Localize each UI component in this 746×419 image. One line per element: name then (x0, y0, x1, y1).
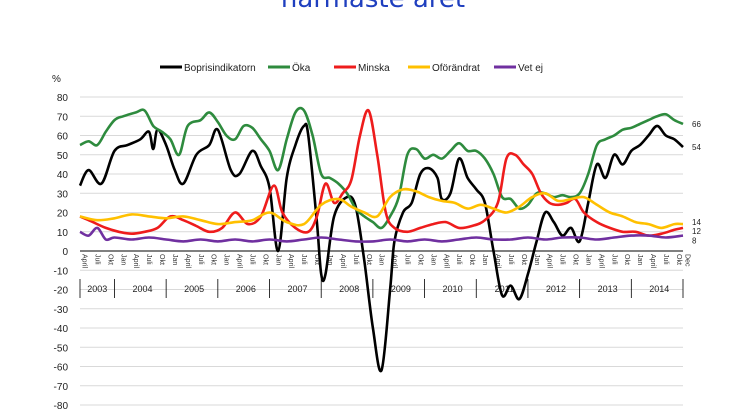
x-tick-label: Juli (610, 254, 617, 265)
x-tick-label: Okt (520, 254, 527, 265)
x-tick-label: Jan (378, 254, 385, 265)
y-tick-label: 50 (57, 151, 69, 162)
year-label: 2005 (184, 284, 204, 294)
x-tick-label: Juli (455, 254, 462, 265)
end-label: 66 (692, 120, 701, 129)
x-tick-label: Okt (623, 254, 630, 265)
y-tick-label: 70 (57, 112, 69, 123)
x-tick-label: April (132, 254, 139, 268)
year-label: 2013 (598, 284, 618, 294)
legend-label: Boprisindikatorn (184, 63, 256, 74)
x-tick-label: Jan (326, 254, 333, 265)
legend-label: Minska (358, 63, 390, 74)
legend-label: Vet ej (518, 63, 543, 74)
series-line-0 (78, 122, 684, 373)
y-tick-label: -80 (54, 401, 69, 412)
legend: Boprisindikatorn Öka Minska Oförändrat Vet e… (160, 62, 543, 74)
year-label: 2012 (546, 284, 566, 294)
series-line-4 (79, 226, 684, 243)
y-tick-label: -70 (54, 382, 69, 393)
x-tick-label: Jan (171, 254, 178, 265)
x-tick-label: Okt (261, 254, 268, 265)
x-tick-label: Juli (507, 254, 514, 265)
y-tick-label: -50 (54, 343, 69, 354)
end-label: 8 (692, 237, 697, 246)
x-tick-label: April (546, 254, 553, 268)
x-tick-label: Jan (274, 254, 281, 265)
end-label: 54 (692, 143, 701, 152)
x-tick-label: Okt (158, 254, 165, 265)
x-tick-label: April (442, 254, 449, 268)
year-label: 2014 (649, 284, 669, 294)
end-label: 12 (692, 227, 701, 236)
x-tick-label: Juli (93, 254, 100, 265)
y-tick-label: 80 (57, 93, 69, 104)
year-label: 2003 (87, 284, 107, 294)
series-line-3 (79, 187, 684, 230)
x-tick-label: Juli (404, 254, 411, 265)
x-tick-label: Okt (106, 254, 113, 265)
x-tick-label: April (184, 254, 191, 268)
series-line-1 (79, 106, 684, 230)
x-tick-label: April (339, 254, 346, 268)
x-tick-label: Juli (248, 254, 255, 265)
x-tick-label: April (649, 254, 656, 268)
x-tick-label: Okt (313, 254, 320, 265)
y-axis-label: % (52, 74, 61, 85)
y-tick-label: -40 (54, 324, 69, 335)
x-tick-label: Okt (416, 254, 423, 265)
year-label: 2007 (287, 284, 307, 294)
legend-label: Öka (292, 62, 311, 74)
x-tick-label: April (597, 254, 604, 268)
y-tick-label: -10 (54, 266, 69, 277)
chart-title: närmaste året (0, 0, 746, 14)
x-tick-label: Juli (197, 254, 204, 265)
x-tick-label: Jan (584, 254, 591, 265)
y-tick-label: -30 (54, 305, 69, 316)
x-tick-label: Juli (352, 254, 359, 265)
end-label: 14 (692, 218, 701, 227)
x-tick-label: Juli (145, 254, 152, 265)
year-label: 2006 (236, 284, 256, 294)
year-label: 2010 (443, 284, 463, 294)
x-tick-label: Okt (365, 254, 372, 265)
x-tick-label: Juli (559, 254, 566, 265)
x-tick-label: April (81, 254, 88, 268)
year-label: 2011 (495, 284, 514, 294)
y-tick-label: -20 (54, 286, 69, 297)
x-tick-label: Jan (533, 254, 540, 265)
x-tick-label: April (236, 254, 243, 268)
y-tick-label: -60 (54, 363, 69, 374)
x-tick-label: Juli (662, 254, 669, 265)
y-tick-label: 0 (62, 247, 68, 258)
x-tick-label: April (494, 254, 501, 268)
x-tick-label: Jan (429, 254, 436, 265)
x-tick-label: Juli (300, 254, 307, 265)
x-tick-label: Jan (481, 254, 488, 265)
x-tick-label: Okt (675, 254, 682, 265)
x-tick-label: Okt (572, 254, 579, 265)
x-tick-label: Jan (223, 254, 230, 265)
y-tick-label: 20 (57, 209, 69, 220)
x-tick-label: Okt (210, 254, 217, 265)
y-tick-label: 30 (57, 189, 69, 200)
x-tick-label: Dec (684, 254, 691, 267)
x-tick-label: April (391, 254, 398, 268)
x-tick-label: Okt (468, 254, 475, 265)
y-axis-ticks: 80 70 60 50 40 30 20 10 0 -10 -20 -30 -40 -50 -60 -70 -8… (54, 93, 69, 412)
x-tick-label: Jan (119, 254, 126, 265)
series-lines (78, 106, 684, 373)
x-tick-label: April (287, 254, 294, 268)
y-tick-label: 10 (57, 228, 69, 239)
x-axis: April Juli Okt Jan April Juli Okt Jan April Juli O… (79, 250, 691, 298)
year-label: 2008 (339, 284, 359, 294)
year-label: 2004 (132, 284, 152, 294)
year-label: 2009 (391, 284, 411, 294)
x-tick-label: Jan (636, 254, 643, 265)
y-tick-label: 40 (57, 170, 69, 181)
legend-label: Oförändrat (432, 63, 480, 74)
y-tick-label: 60 (57, 132, 69, 143)
